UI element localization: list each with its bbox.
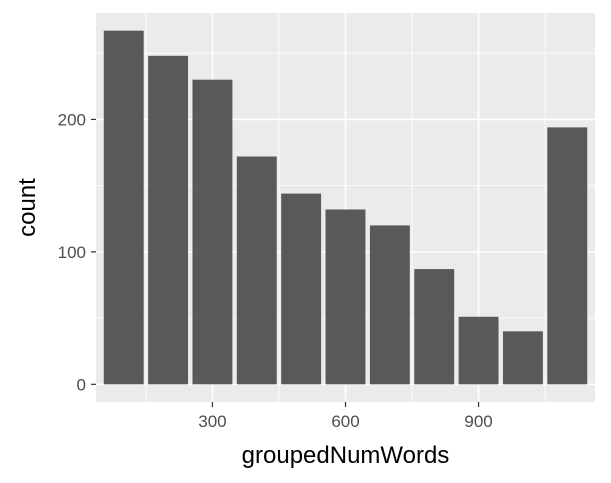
- bar: [192, 79, 233, 385]
- bar: [414, 269, 455, 385]
- x-axis-title: groupedNumWords: [242, 442, 450, 469]
- bar: [148, 55, 189, 385]
- bar: [369, 225, 410, 385]
- x-tick-label: 600: [331, 412, 359, 431]
- bars: [103, 30, 588, 385]
- bar: [502, 331, 543, 385]
- bar: [236, 156, 277, 385]
- x-tick-label: 900: [464, 412, 492, 431]
- bar: [458, 316, 499, 385]
- bar: [325, 209, 366, 385]
- y-axis: 0 100 200: [58, 110, 96, 394]
- bar: [547, 127, 588, 385]
- y-tick-label: 0: [77, 375, 86, 394]
- bar: [103, 30, 144, 385]
- y-tick-label: 100: [58, 243, 86, 262]
- x-axis: 300 600 900: [198, 402, 493, 431]
- x-tick-label: 300: [198, 412, 226, 431]
- y-tick-label: 200: [58, 110, 86, 129]
- y-axis-title: count: [14, 178, 41, 237]
- bar: [281, 193, 322, 385]
